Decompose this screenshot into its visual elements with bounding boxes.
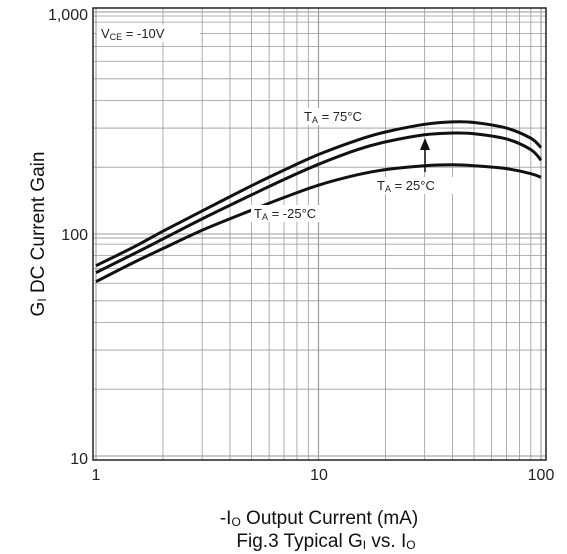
series-label-bg (374, 177, 456, 194)
chart-curves (95, 120, 543, 283)
y-axis-title: GI DC Current Gain (28, 152, 49, 317)
y-tick-label: 10 (70, 451, 88, 468)
y-tick-label: 100 (61, 227, 88, 244)
x-tick-label: 100 (528, 467, 555, 484)
x-axis-title: -IO Output Current (mA) (220, 508, 418, 529)
series-label-bg (301, 108, 379, 125)
plot-frame (92, 7, 547, 461)
series-label-25c: TA = 25°C (377, 178, 435, 194)
chart-grid (93, 8, 546, 461)
series-line-75c (95, 120, 543, 268)
y-tick-label: 1,000 (48, 7, 88, 24)
series-label-minus25c: TA = -25°C (254, 206, 316, 222)
series-label-bg (251, 205, 329, 222)
condition-label: VCE = -10V (101, 26, 165, 42)
arrow-head (420, 138, 430, 150)
series-line-minus25c (95, 163, 542, 283)
series-label-75c: TA = 75°C (304, 109, 362, 125)
x-tick-label: 1 (92, 467, 101, 484)
caption: Fig.3 Typical GI vs. IO (236, 531, 415, 552)
condition-label-bg (97, 25, 200, 42)
x-tick-label: 10 (310, 467, 328, 484)
series-line-25c (95, 131, 543, 274)
